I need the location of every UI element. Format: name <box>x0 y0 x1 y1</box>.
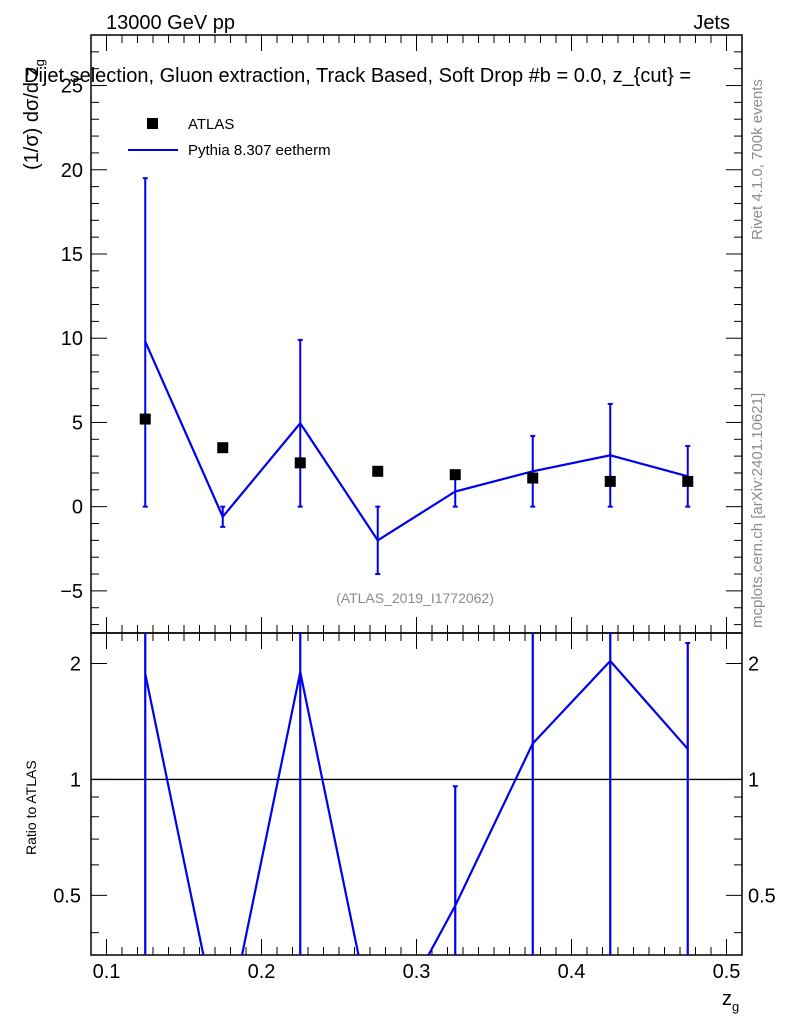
rivet-label: Rivet 4.1.0, 700k events <box>749 79 766 240</box>
atlas-data-point <box>449 469 461 481</box>
main-y-tick-label: −5 <box>60 581 83 603</box>
atlas-data-point <box>294 457 306 469</box>
ratio-y-tick-labels: 0.5 0.5 1 1 2 2 <box>53 653 776 907</box>
ratio-y-tick-label: 0.5 <box>53 885 81 907</box>
ratio-y-tick-label: 2 <box>70 653 81 675</box>
analysis-id: (ATLAS_2019_I1772062) <box>336 590 494 606</box>
ratio-y-tick-label-right: 2 <box>748 653 759 675</box>
ratio-error-bars <box>144 633 691 955</box>
x-tick-label: 0.2 <box>248 961 276 983</box>
ratio-axis-ticks <box>90 633 743 955</box>
main-y-tick-label: 20 <box>61 160 83 182</box>
atlas-data-point <box>682 475 694 487</box>
atlas-data-point <box>217 442 229 454</box>
legend-mc-label: Pythia 8.307 eetherm <box>188 142 331 159</box>
legend: ATLAS Pythia 8.307 eetherm <box>128 116 331 159</box>
atlas-data-point <box>604 475 616 487</box>
ratio-panel: 0.5 0.5 1 1 2 2 0.1 0.2 0.3 0.4 0.5 Ratio to ATLA… <box>23 632 776 1014</box>
ratio-y-tick-label-right: 0.5 <box>748 885 776 907</box>
x-tick-label: 0.1 <box>93 961 121 983</box>
ratio-plot-frame <box>90 632 743 956</box>
main-y-tick-labels: −5 0 5 10 15 20 25 <box>60 76 83 603</box>
x-tick-labels: 0.1 0.2 0.3 0.4 0.5 <box>93 961 741 983</box>
header-energy: 13000 GeV pp <box>106 12 235 34</box>
main-y-tick-label: 25 <box>61 76 83 98</box>
main-axis-ticks <box>90 35 743 633</box>
legend-atlas-marker <box>147 118 158 129</box>
main-y-tick-label: 10 <box>61 328 83 350</box>
x-axis-label: zg <box>722 988 739 1014</box>
mc-series-line <box>144 341 689 542</box>
header-jets: Jets <box>693 12 730 34</box>
ratio-y-axis-label: Ratio to ATLAS <box>23 760 39 855</box>
main-y-tick-label: 5 <box>72 412 83 434</box>
x-tick-label: 0.5 <box>713 961 741 983</box>
x-tick-label: 0.3 <box>403 961 431 983</box>
legend-atlas-label: ATLAS <box>188 116 234 133</box>
main-y-tick-label: 15 <box>61 244 83 266</box>
main-y-axis-label: (1/σ) dσ/d zg <box>21 59 47 170</box>
atlas-data-point <box>527 472 539 484</box>
ratio-series-line <box>144 660 689 956</box>
main-panel: −5 0 5 10 15 20 25 (1/σ) dσ/d zg ATLAS Pythia … <box>21 34 743 634</box>
atlas-data-point <box>139 413 151 425</box>
main-y-tick-label: 0 <box>72 497 83 519</box>
plot-title: Dijet selection, Gluon extraction, Track… <box>24 65 691 87</box>
atlas-data-markers <box>139 413 694 487</box>
atlas-data-point <box>372 465 384 477</box>
mcplots-label: mcplots.cern.ch [arXiv:2401.10621] <box>749 393 766 628</box>
x-tick-label: 0.4 <box>558 961 586 983</box>
ratio-y-tick-label: 1 <box>70 769 81 791</box>
ratio-y-tick-label-right: 1 <box>748 769 759 791</box>
